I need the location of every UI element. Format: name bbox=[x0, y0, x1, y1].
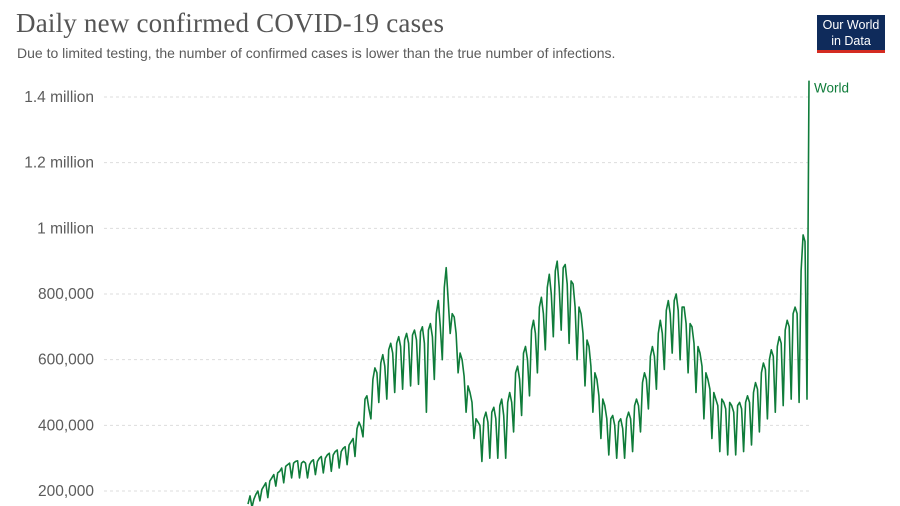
owid-logo[interactable]: Our World in Data bbox=[817, 15, 885, 53]
chart-subtitle: Due to limited testing, the number of co… bbox=[17, 45, 616, 61]
series-labels: World bbox=[814, 81, 849, 96]
y-tick-label: 1.4 million bbox=[24, 89, 94, 106]
y-axis-tick-labels: 200,000 400,000 600,000 800,000 1 million 1.2… bbox=[24, 89, 94, 500]
y-tick-label: 600,000 bbox=[38, 352, 94, 369]
y-tick-label: 200,000 bbox=[38, 483, 94, 500]
series-lines bbox=[247, 80, 810, 506]
logo-line-2: in Data bbox=[831, 34, 871, 48]
series-line-world[interactable] bbox=[247, 80, 810, 506]
series-label: World bbox=[814, 81, 849, 96]
logo-line-1: Our World bbox=[822, 18, 880, 32]
chart-title: Daily new confirmed COVID-19 cases bbox=[16, 8, 445, 38]
y-tick-label: 400,000 bbox=[38, 417, 94, 434]
y-tick-label: 800,000 bbox=[38, 286, 94, 303]
y-tick-label: 1 million bbox=[37, 220, 94, 237]
gridlines bbox=[104, 96, 812, 492]
y-tick-label: 1.2 million bbox=[24, 155, 94, 172]
